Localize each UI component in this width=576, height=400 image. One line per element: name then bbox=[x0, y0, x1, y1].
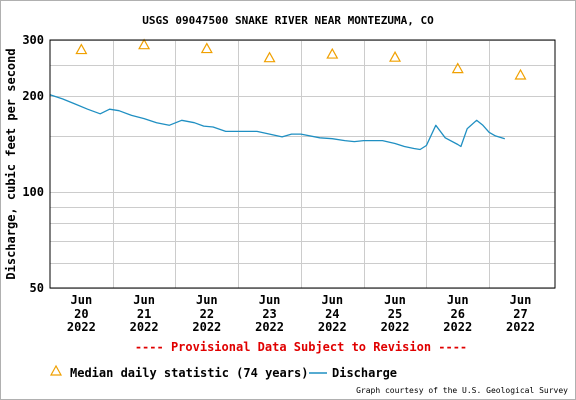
x-tick-year: 2022 bbox=[67, 320, 96, 334]
median-triangle-marker bbox=[138, 38, 151, 50]
median-triangle-marker bbox=[75, 43, 88, 55]
median-triangle-marker bbox=[200, 42, 213, 54]
grid-layer bbox=[50, 40, 555, 289]
x-tick-month: Jun bbox=[259, 293, 281, 307]
x-tick-day: 27 bbox=[513, 307, 527, 321]
x-tick-month: Jun bbox=[196, 293, 218, 307]
median-triangle-marker bbox=[263, 51, 276, 63]
x-tick-month: Jun bbox=[71, 293, 93, 307]
x-tick-year: 2022 bbox=[255, 320, 284, 334]
plot-area-border bbox=[49, 39, 556, 289]
x-tick-month: Jun bbox=[510, 293, 532, 307]
x-tick-day: 24 bbox=[325, 307, 339, 321]
chart-title: USGS 09047500 SNAKE RIVER NEAR MONTEZUMA… bbox=[142, 14, 434, 27]
x-tick-day: 23 bbox=[262, 307, 276, 321]
median-triangle-marker bbox=[389, 50, 402, 62]
y-tick-label: 50 bbox=[30, 281, 44, 295]
x-tick-year: 2022 bbox=[381, 320, 410, 334]
x-tick-month: Jun bbox=[447, 293, 469, 307]
y-tick-label: 100 bbox=[22, 185, 44, 199]
x-tick-month: Jun bbox=[384, 293, 406, 307]
graph-credit: Graph courtesy of the U.S. Geological Su… bbox=[356, 386, 568, 395]
x-tick-month: Jun bbox=[321, 293, 343, 307]
x-tick-year: 2022 bbox=[192, 320, 221, 334]
x-tick-day: 25 bbox=[388, 307, 402, 321]
x-tick-year: 2022 bbox=[318, 320, 347, 334]
series-layer bbox=[49, 38, 527, 151]
legend-median-triangle-icon bbox=[49, 364, 63, 376]
x-tick-labels: Jun202022Jun212022Jun222022Jun232022Jun2… bbox=[67, 293, 535, 334]
legend-median-label: Median daily statistic (74 years) bbox=[70, 366, 308, 380]
legend: Median daily statistic (74 years) Discha… bbox=[49, 364, 397, 380]
median-triangle-marker bbox=[514, 68, 527, 80]
median-triangle-marker bbox=[326, 47, 339, 59]
x-tick-year: 2022 bbox=[130, 320, 159, 334]
y-axis-label: Discharge, cubic feet per second bbox=[4, 48, 18, 279]
x-tick-month: Jun bbox=[133, 293, 155, 307]
x-tick-year: 2022 bbox=[506, 320, 535, 334]
x-tick-day: 20 bbox=[74, 307, 88, 321]
y-tick-label: 200 bbox=[22, 89, 44, 103]
x-tick-day: 22 bbox=[200, 307, 214, 321]
x-tick-day: 21 bbox=[137, 307, 151, 321]
discharge-line bbox=[49, 94, 505, 151]
provisional-data-notice: ---- Provisional Data Subject to Revisio… bbox=[135, 340, 467, 354]
x-tick-year: 2022 bbox=[443, 320, 472, 334]
x-tick-day: 26 bbox=[451, 307, 465, 321]
legend-discharge-label: Discharge bbox=[332, 366, 397, 380]
y-tick-labels: 50 100 200 300 bbox=[22, 33, 44, 295]
median-triangle-marker bbox=[451, 62, 464, 74]
y-tick-label: 300 bbox=[22, 33, 44, 47]
